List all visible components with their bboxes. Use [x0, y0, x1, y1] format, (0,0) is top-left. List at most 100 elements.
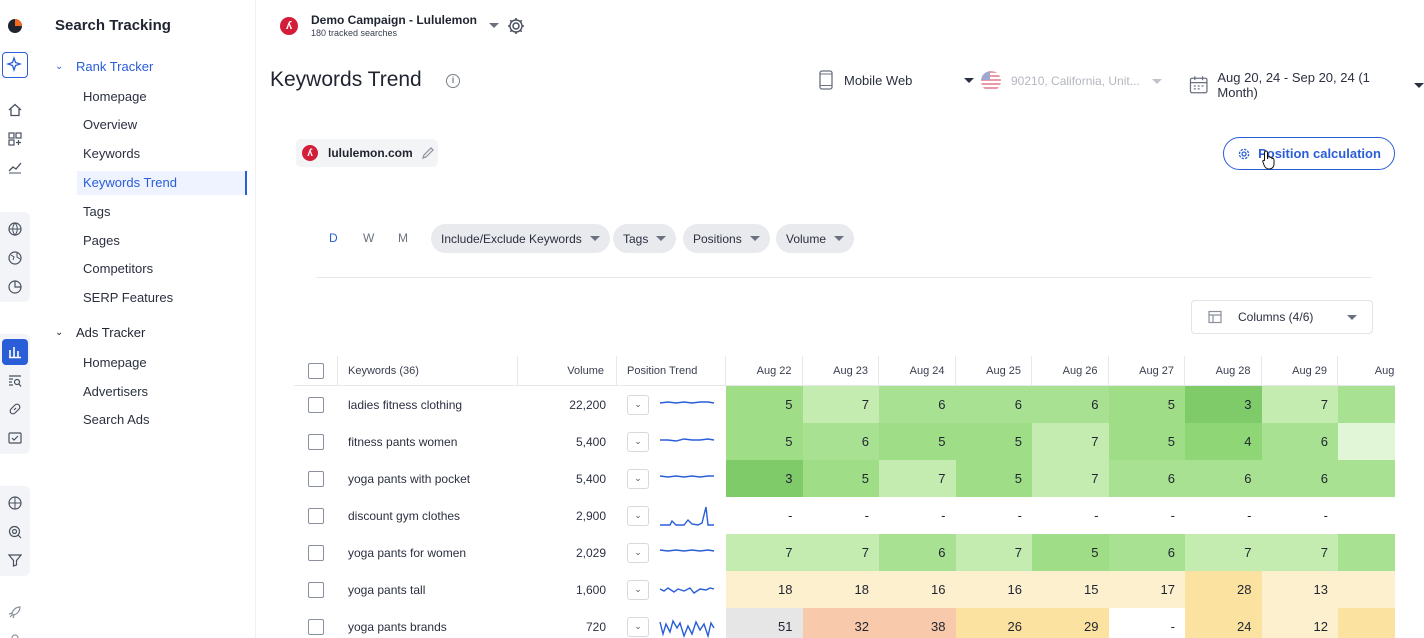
header-date[interactable]: Aug 22 — [726, 356, 803, 386]
bar-chart-icon[interactable] — [2, 339, 28, 365]
apps-icon[interactable] — [6, 130, 24, 148]
sidebar-item-ads-homepage[interactable]: Homepage — [83, 355, 147, 370]
header-date[interactable]: Aug 23 — [802, 356, 879, 386]
position-cell[interactable]: 6 — [1261, 460, 1338, 497]
position-cell[interactable]: - — [955, 497, 1032, 534]
keyword-cell[interactable]: ladies fitness clothing — [348, 397, 463, 412]
row-checkbox[interactable] — [308, 618, 324, 635]
sidebar-item-serp-features[interactable]: SERP Features — [83, 290, 174, 305]
position-cell[interactable]: 7 — [1185, 534, 1262, 571]
app-logo-icon[interactable] — [6, 17, 24, 35]
position-cell[interactable]: 16 — [879, 571, 956, 608]
rocket-icon[interactable] — [6, 603, 24, 621]
pie-chart-icon[interactable] — [6, 278, 24, 296]
position-cell[interactable]: 6 — [1185, 460, 1262, 497]
info-icon[interactable]: i — [446, 74, 460, 88]
expand-chevron-icon[interactable]: ⌄ — [627, 394, 649, 415]
sidebar-item-keywords[interactable]: Keywords — [83, 146, 141, 161]
header-date[interactable]: Aug 25 — [955, 356, 1032, 386]
trend-icon[interactable] — [6, 158, 24, 176]
position-cell[interactable]: - — [1261, 497, 1338, 534]
row-checkbox[interactable] — [308, 507, 324, 524]
pencil-icon[interactable] — [421, 146, 435, 160]
sidebar-item-keywords-trend[interactable]: Keywords Trend — [77, 171, 247, 195]
domain-chip[interactable]: ʎ lululemon.com — [296, 139, 438, 167]
position-cell[interactable]: 7 — [1261, 386, 1338, 423]
position-cell[interactable]: 5 — [955, 460, 1032, 497]
expand-chevron-icon[interactable]: ⌄ — [627, 616, 649, 637]
row-checkbox[interactable] — [308, 544, 324, 561]
position-cell[interactable]: 5 — [1032, 534, 1109, 571]
home-icon[interactable] — [6, 101, 24, 119]
position-cell[interactable]: 6 — [802, 423, 879, 460]
header-volume[interactable]: Volume — [518, 356, 617, 386]
position-cell[interactable]: 7 — [879, 460, 956, 497]
globe-pin-icon[interactable] — [6, 494, 24, 512]
link-icon[interactable] — [6, 400, 24, 418]
sidebar-section-ads-tracker[interactable]: ⌄ Ads Tracker — [55, 325, 145, 340]
position-cell[interactable]: - — [1185, 497, 1262, 534]
header-keywords[interactable]: Keywords (36) — [338, 356, 518, 386]
date-range-selector[interactable]: Aug 20, 24 - Sep 20, 24 (1 Month) — [1189, 70, 1424, 100]
select-all-checkbox[interactable] — [307, 362, 324, 379]
filter-include-exclude-keywords[interactable]: Include/Exclude Keywords — [431, 224, 610, 253]
device-selector[interactable]: Mobile Web — [818, 70, 975, 90]
position-cell[interactable]: 7 — [1032, 423, 1109, 460]
position-cell[interactable]: 7 — [1261, 534, 1338, 571]
position-cell[interactable]: 2 — [1338, 608, 1395, 638]
row-checkbox[interactable] — [308, 581, 324, 598]
position-cell[interactable]: 7 — [726, 534, 803, 571]
position-cell[interactable]: 5 — [726, 423, 803, 460]
position-cell[interactable]: - — [726, 497, 803, 534]
checklist-icon[interactable] — [6, 429, 24, 447]
position-cell[interactable]: 6 — [879, 386, 956, 423]
position-cell[interactable]: 6 — [1108, 460, 1185, 497]
campaign-selector[interactable]: ʎ Demo Campaign - Lululemon 180 tracked … — [280, 13, 500, 38]
filter-positions[interactable]: Positions — [683, 224, 770, 253]
row-checkbox[interactable] — [308, 470, 324, 487]
sidebar-item-overview[interactable]: Overview — [83, 117, 138, 132]
position-cell[interactable]: 13 — [1261, 571, 1338, 608]
filter-volume[interactable]: Volume — [776, 224, 855, 253]
settings-rail-icon[interactable] — [6, 629, 24, 638]
granularity-month[interactable]: M — [398, 231, 408, 245]
position-cell[interactable]: 6 — [955, 386, 1032, 423]
position-cell[interactable] — [1338, 423, 1395, 460]
sidebar-item-homepage[interactable]: Homepage — [83, 89, 147, 104]
position-cell[interactable]: 7 — [955, 534, 1032, 571]
position-cell[interactable]: 6 — [1108, 534, 1185, 571]
filter-tags[interactable]: Tags — [613, 224, 677, 253]
header-date[interactable]: Aug 29 — [1261, 356, 1338, 386]
keyword-cell[interactable]: yoga pants with pocket — [348, 471, 471, 486]
position-cell[interactable]: 26 — [955, 608, 1032, 638]
position-cell[interactable] — [1338, 460, 1395, 497]
position-cell[interactable] — [1338, 534, 1395, 571]
position-cell[interactable]: 51 — [726, 608, 803, 638]
target-search-icon[interactable] — [6, 523, 24, 541]
position-cell[interactable]: 4 — [1185, 423, 1262, 460]
position-cell[interactable]: 28 — [1185, 571, 1262, 608]
position-cell[interactable]: 5 — [726, 386, 803, 423]
header-date[interactable]: Aug 28 — [1185, 356, 1262, 386]
sidebar-section-rank-tracker[interactable]: ⌄ Rank Tracker — [55, 59, 153, 74]
position-cell[interactable]: 7 — [802, 534, 879, 571]
table-row[interactable]: fitness pants women 5,400 ⌄ 5 6 5 5 7 5 4 6 — [294, 423, 1395, 460]
table-row[interactable]: ladies fitness clothing 22,200 ⌄ 5 7 6 6 6 5 3 7 — [294, 386, 1395, 423]
header-date[interactable]: Aug 26 — [1032, 356, 1109, 386]
position-cell[interactable]: 6 — [1261, 423, 1338, 460]
keyword-cell[interactable]: discount gym clothes — [348, 508, 461, 523]
position-cell[interactable]: 24 — [1185, 608, 1262, 638]
position-cell[interactable]: 1 — [1338, 571, 1395, 608]
filter-icon[interactable] — [6, 551, 24, 569]
position-cell[interactable]: - — [879, 497, 956, 534]
granularity-day[interactable]: D — [329, 231, 338, 245]
position-cell[interactable]: 5 — [879, 423, 956, 460]
sidebar-item-pages[interactable]: Pages — [83, 233, 120, 248]
position-cell[interactable] — [1338, 497, 1395, 534]
world-icon[interactable] — [6, 249, 24, 267]
position-cell[interactable]: 12 — [1261, 608, 1338, 638]
row-checkbox[interactable] — [308, 396, 324, 413]
expand-chevron-icon[interactable]: ⌄ — [627, 505, 649, 526]
header-date[interactable]: Aug 24 — [879, 356, 956, 386]
position-cell[interactable]: - — [1108, 608, 1185, 638]
